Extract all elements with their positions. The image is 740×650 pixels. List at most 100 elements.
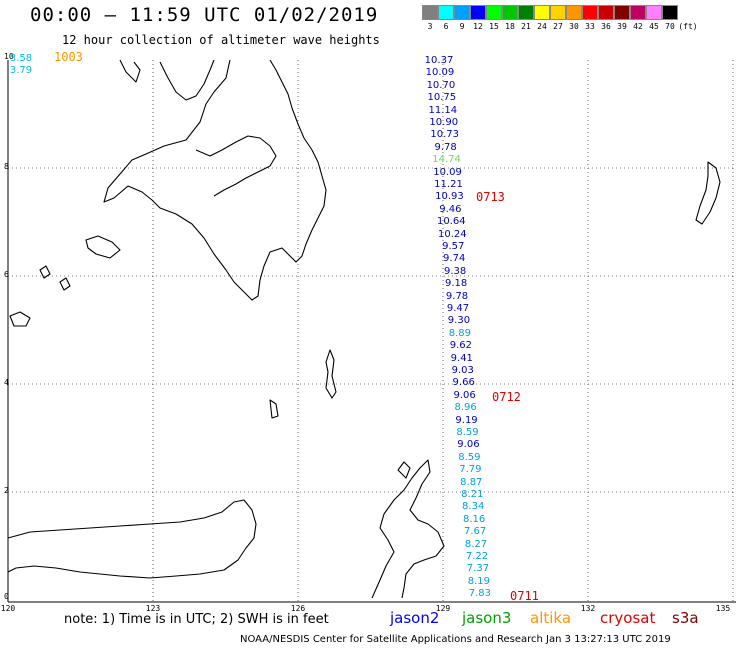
lon-label-132: 132 [580, 604, 596, 613]
track-reading: 10.75 [427, 92, 457, 104]
lon-label-135: 135 [715, 604, 731, 613]
legend-swatch-70 [662, 5, 678, 20]
legend-label-39: 39 [617, 22, 627, 31]
track-reading: 7.22 [465, 551, 489, 562]
legend-swatch-24 [534, 5, 550, 20]
footer-note: note: 1) Time is in UTC; 2) SWH is in fe… [64, 612, 329, 627]
track-reading: 11.14 [428, 104, 458, 116]
coastline-sulawesi [7, 499, 257, 579]
map-subtitle: 12 hour collection of altimeter wave hei… [62, 33, 380, 47]
legend-swatch-3 [422, 5, 438, 20]
track-reading: 8.59 [456, 427, 479, 438]
legend-swatch-45 [646, 5, 662, 20]
track-reading: 8.59 [458, 451, 481, 463]
coastline-mindanao-bay [195, 135, 277, 197]
track-reading: 10.90 [429, 117, 459, 128]
legend-swatch-21 [518, 5, 534, 20]
legend-label-70: 70 [665, 22, 675, 31]
coastline-sulu-1 [9, 311, 31, 327]
track-reading: 11.21 [434, 179, 463, 190]
lat-label-10: 10 [4, 52, 14, 61]
legend-label-24: 24 [537, 22, 547, 31]
track-reading: 9.03 [451, 365, 474, 376]
legend-label-42: 42 [633, 22, 643, 31]
track-reading: 9.30 [447, 315, 471, 327]
lat-label-0: 0 [4, 592, 9, 601]
track-reading: 9.74 [443, 253, 466, 265]
track-reading: 9.38 [444, 265, 467, 277]
track-reading: 10.37 [424, 55, 454, 66]
satellite-s3a: s3a [672, 609, 699, 627]
legend-swatch-30 [566, 5, 582, 20]
legend-swatch-15 [486, 5, 502, 20]
track-reading: 10.64 [437, 216, 466, 228]
lon-label-126: 126 [290, 604, 306, 613]
track-reading: 9.66 [452, 377, 475, 389]
coastline-sulu-2 [39, 265, 51, 279]
legend-unit: (ft) [678, 22, 698, 31]
coastline-sulu-3 [59, 277, 71, 291]
legend-label-12: 12 [473, 22, 483, 31]
legend-label-15: 15 [489, 22, 499, 31]
track-reading: 8.87 [460, 476, 483, 488]
legend-label-18: 18 [505, 22, 515, 31]
track-reading: 8.34 [462, 501, 485, 513]
track-reading: 10.70 [426, 79, 456, 91]
track-reading: 9.62 [449, 340, 472, 352]
legend-label-33: 33 [585, 22, 595, 31]
credit-line: NOAA/NESDIS Center for Satellite Applica… [240, 634, 671, 645]
coastline-morotai [397, 461, 411, 479]
track-reading: 9.57 [442, 241, 465, 252]
track-reading: 9.19 [455, 414, 478, 426]
legend-swatch-33 [582, 5, 598, 20]
track-reading: 8.16 [463, 513, 486, 525]
satellite-jason3: jason3 [462, 609, 512, 627]
coastline-zamboanga-islands [85, 235, 121, 259]
track-reading: 7.83 [468, 588, 491, 600]
lat-label-4: 4 [4, 378, 9, 387]
legend-label-21: 21 [521, 22, 531, 31]
track-reading: 14.74 [432, 154, 461, 166]
coastlines [7, 59, 721, 599]
legend-swatch-36 [598, 5, 614, 20]
coastline-mindanao [103, 59, 327, 301]
color-legend [422, 5, 678, 20]
track-reading: 7.67 [463, 526, 487, 538]
track-reading: 10.24 [437, 228, 467, 240]
track-reading: 9.18 [444, 278, 468, 290]
legend-label-27: 27 [553, 22, 563, 31]
track-reading: 9.47 [446, 303, 470, 314]
track-reading: 10.09 [433, 166, 462, 178]
legend-label-9: 9 [459, 22, 465, 31]
coastline-north-islands [159, 59, 215, 101]
legend-swatch-9 [454, 5, 470, 20]
legend-swatch-18 [502, 5, 518, 20]
lon-label-120: 120 [0, 604, 16, 613]
corner-reading-1: 3.58 [9, 53, 33, 64]
satellite-cryosat: cryosat [600, 609, 656, 627]
map-title: 00:00 – 11:59 UTC 01/02/2019 [30, 4, 379, 26]
legend-label-36: 36 [601, 22, 611, 31]
coastline-talaud [269, 399, 279, 419]
track-reading: 10.73 [430, 129, 459, 141]
map-frame [7, 60, 736, 603]
track-reading: 9.78 [445, 290, 469, 302]
track-reading: 8.89 [448, 327, 472, 339]
coastline-sangihe [325, 349, 337, 399]
track-reading: 8.19 [467, 575, 491, 587]
lat-label-2: 2 [4, 486, 9, 495]
satellite-jason2: jason2 [390, 609, 440, 627]
graticule [8, 60, 736, 602]
legend-swatch-12 [470, 5, 486, 20]
legend-label-45: 45 [649, 22, 659, 31]
legend-swatch-39 [614, 5, 630, 20]
satellite-altika: altika [530, 609, 572, 627]
corner-time-mark: 1003 [54, 50, 83, 64]
lon-label-123: 123 [145, 604, 161, 613]
track-reading: 7.79 [459, 464, 482, 476]
track-reading: 10.09 [425, 67, 455, 79]
legend-label-6: 6 [443, 22, 449, 31]
lat-label-6: 6 [4, 270, 9, 279]
legend-swatch-27 [550, 5, 566, 20]
